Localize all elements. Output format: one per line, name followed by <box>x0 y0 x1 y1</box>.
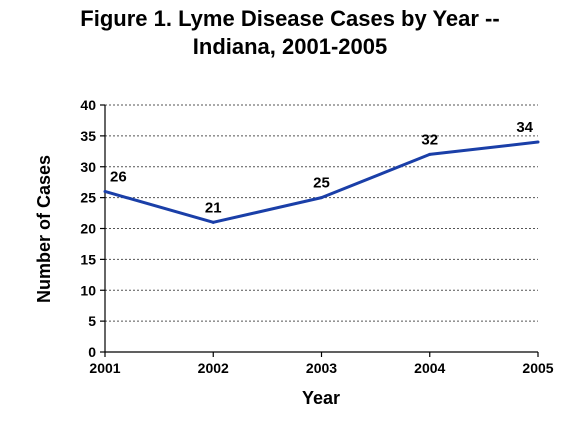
y-tick-label-15: 15 <box>80 251 96 267</box>
x-axis-title: Year <box>302 388 340 408</box>
y-tick-label-0: 0 <box>88 344 96 360</box>
x-tick-label-2005: 2005 <box>522 360 553 376</box>
x-tick-label-2003: 2003 <box>306 360 337 376</box>
y-tick-label-35: 35 <box>80 128 96 144</box>
data-point-2003 <box>320 196 323 200</box>
data-label-2002: 21 <box>205 199 222 216</box>
data-label-2005: 34 <box>516 119 533 136</box>
data-label-2003: 25 <box>313 175 330 192</box>
gridlines <box>105 104 538 322</box>
x-tick-label-2004: 2004 <box>414 360 445 376</box>
data-point-2002 <box>211 220 215 224</box>
y-axis-title: Number of Cases <box>34 155 54 303</box>
chart-title-line-1: Figure 1. Lyme Disease Cases by Year -- <box>80 6 500 31</box>
y-tick-label-20: 20 <box>80 221 96 237</box>
axes <box>100 104 539 357</box>
data-point-2001 <box>103 189 107 193</box>
y-tick-label-25: 25 <box>80 190 96 206</box>
y-tick-label-10: 10 <box>80 282 96 298</box>
data-point-2004 <box>428 152 432 156</box>
y-tick-label-30: 30 <box>80 159 96 175</box>
data-label-2001: 26 <box>110 168 127 185</box>
x-tick-label-2002: 2002 <box>198 360 229 376</box>
data-point-2005 <box>536 140 540 144</box>
data-label-2004: 32 <box>421 131 438 148</box>
x-tick-label-2001: 2001 <box>89 360 120 376</box>
y-tick-label-40: 40 <box>80 97 96 113</box>
labels-layer: 0 5 10 15 20 25 30 35 40 2001 2002 2003 2004 2005 26 21… <box>80 97 553 376</box>
y-tick-label-5: 5 <box>88 313 96 329</box>
series-layer <box>103 140 540 224</box>
chart-title-line-2: Indiana, 2001-2005 <box>192 34 388 59</box>
